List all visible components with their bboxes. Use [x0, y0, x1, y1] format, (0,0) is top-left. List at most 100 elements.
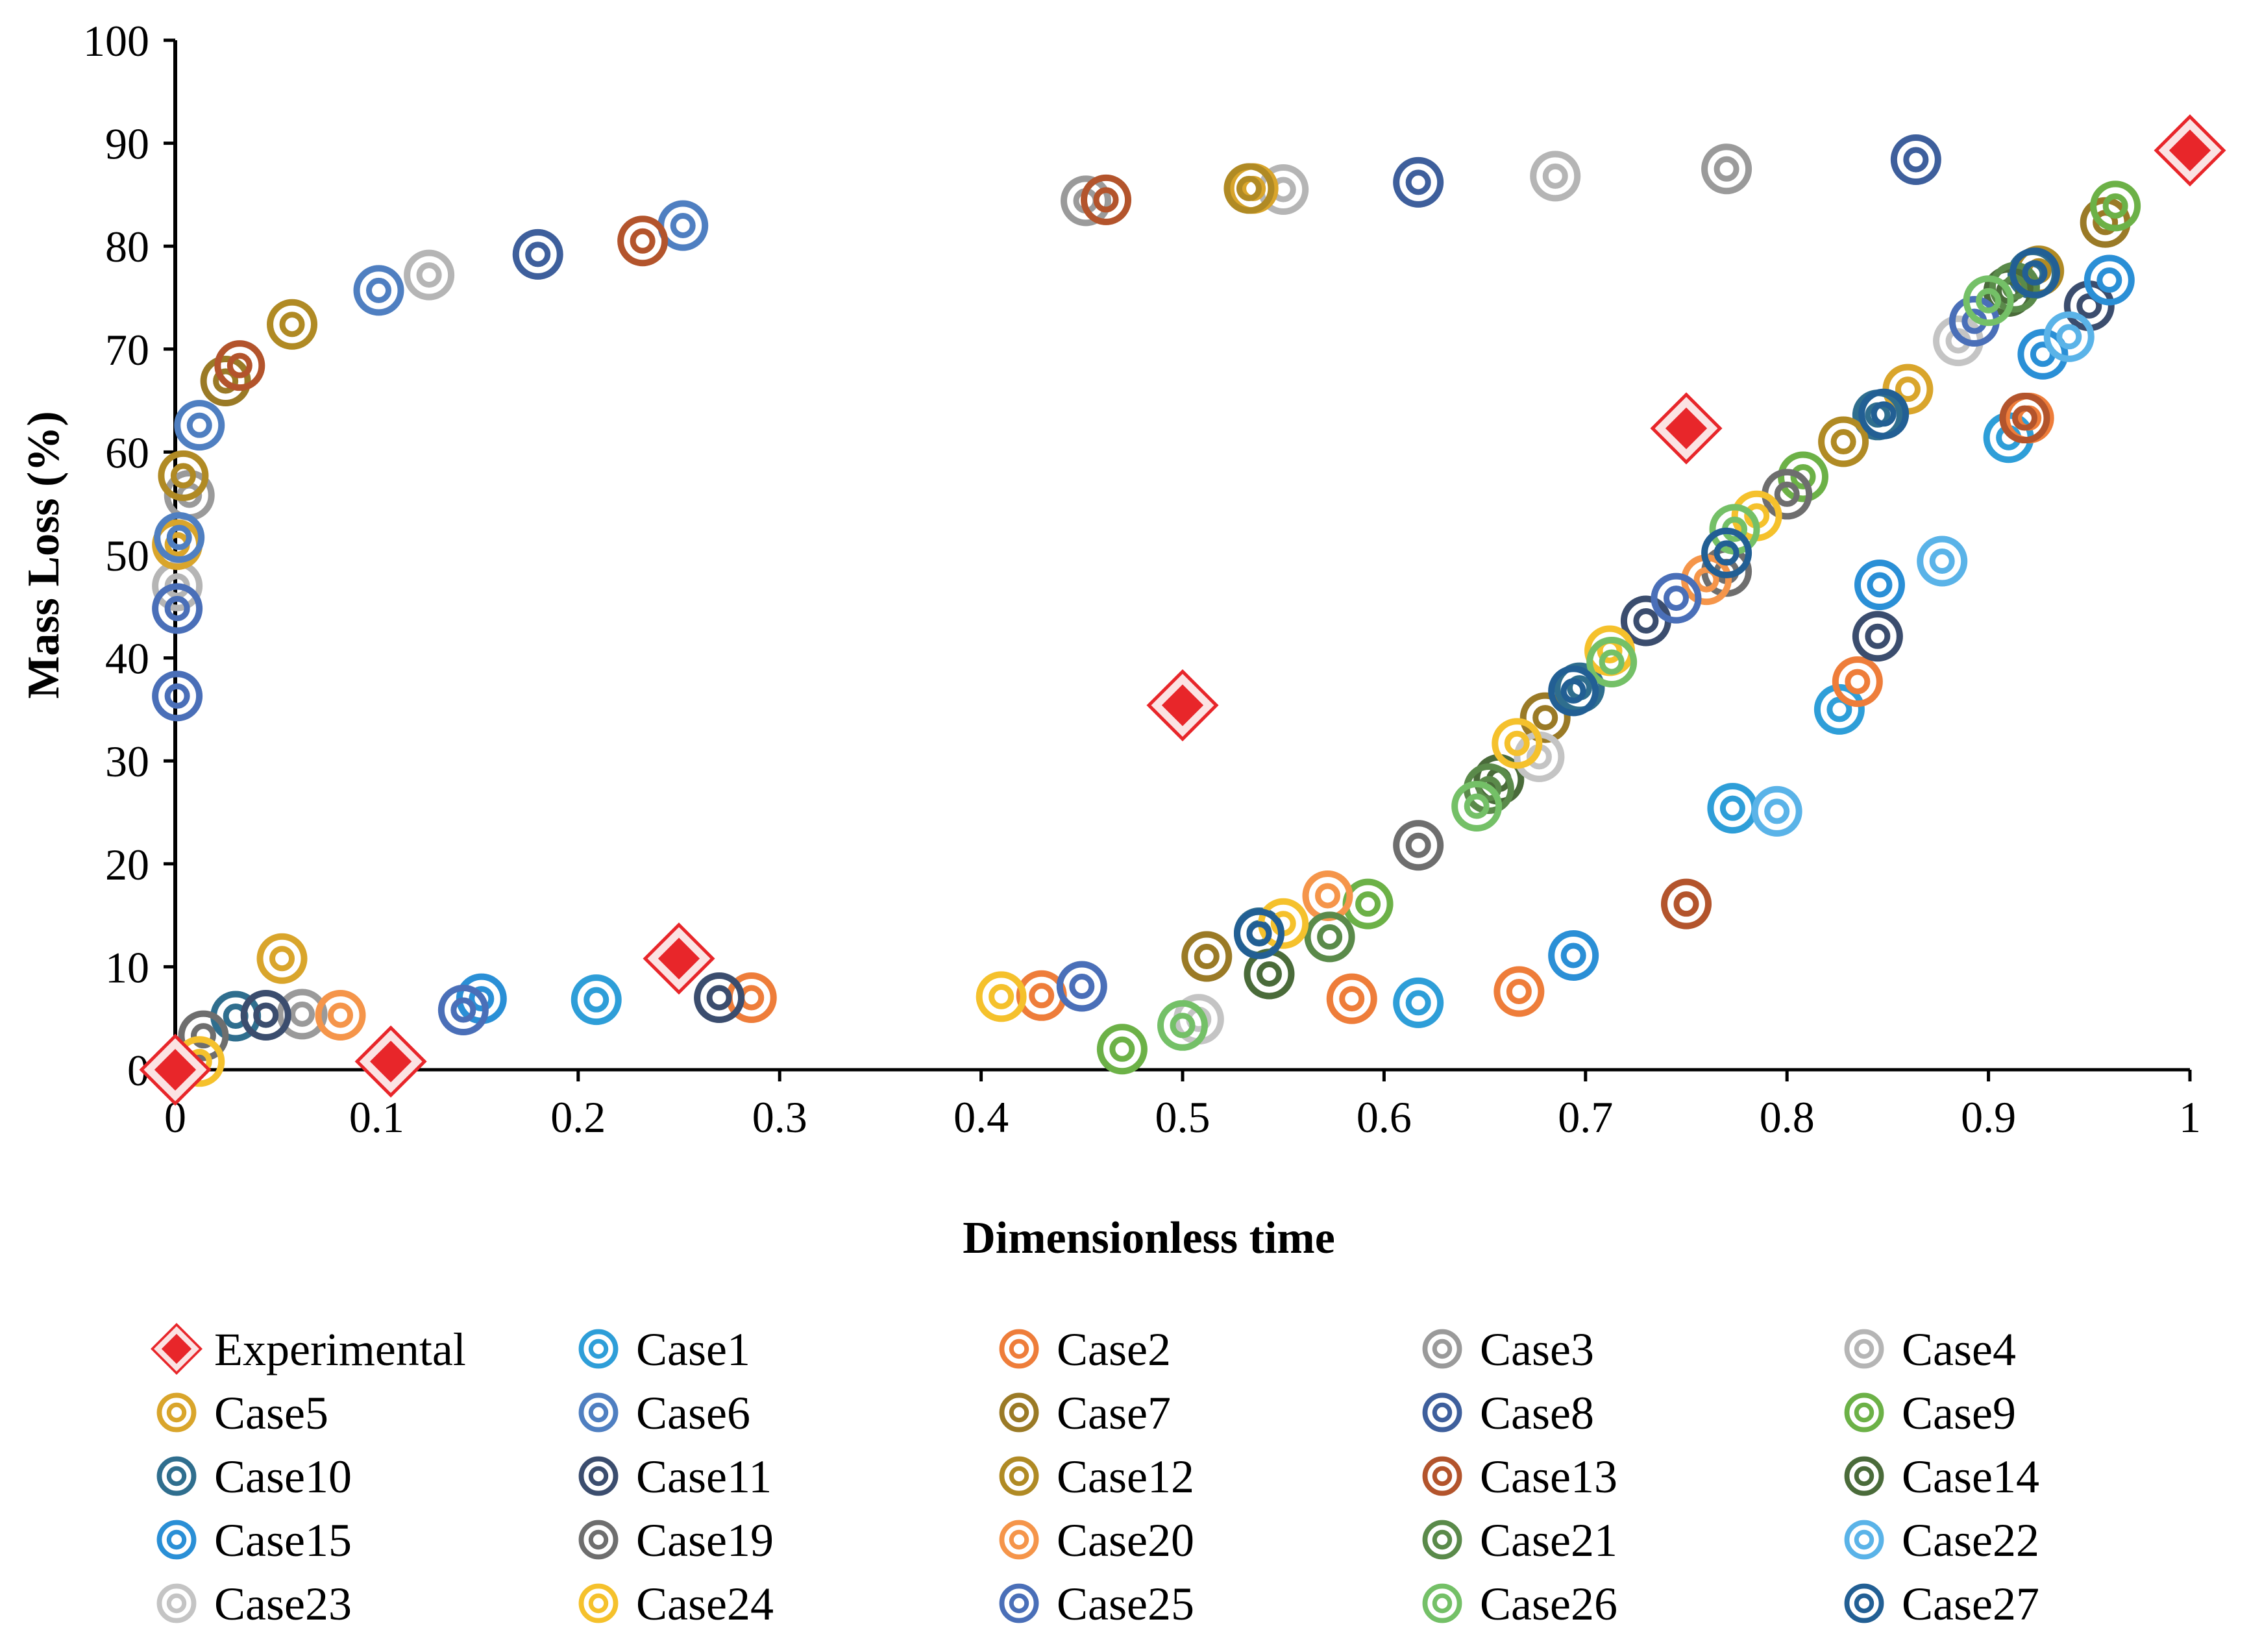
data-point: [178, 1010, 229, 1061]
legend-item-case2: Case2: [999, 1324, 1171, 1375]
data-point: [1302, 870, 1353, 921]
data-point: [1882, 364, 1934, 415]
x-tick-label: 1: [2179, 1092, 2201, 1142]
data-point: [1393, 820, 1444, 871]
series-case1: [150, 125, 2215, 1095]
legend-label: Case9: [1902, 1387, 2016, 1439]
data-point: [214, 340, 265, 391]
legend-swatch: [1422, 1520, 1462, 1560]
y-axis-title: Mass Loss (%): [19, 411, 69, 698]
x-ticks: 0 0.1 0.2 0.3 0.4 0.5 0.6 0.7 0.8 0.9 1: [164, 1070, 2201, 1142]
data-point: [1548, 930, 1599, 981]
legend-label: Case15: [214, 1514, 352, 1566]
series-case19: [150, 125, 2215, 1095]
legend-item-case6: Case6: [578, 1387, 750, 1439]
x-tick-label: 0.1: [349, 1092, 404, 1142]
data-point: [2009, 247, 2060, 299]
legend-swatch: [1422, 1583, 1462, 1623]
legend-item-case14: Case14: [1844, 1451, 2039, 1503]
series-case3: [150, 125, 2215, 1095]
legend-item-experimental: Experimental: [151, 1323, 466, 1375]
series-case26: [150, 125, 2215, 1095]
series-case2: [150, 125, 2215, 1095]
series-case14: [150, 125, 2215, 1095]
legend-label: Case7: [1057, 1387, 1171, 1439]
legend-item-case21: Case21: [1422, 1514, 1617, 1566]
data-point: [1393, 156, 1444, 208]
data-point: [1146, 669, 1219, 742]
legend-swatch: [999, 1583, 1039, 1623]
legend-swatch: [1844, 1456, 1884, 1496]
x-tick-label: 0.9: [1961, 1092, 2016, 1142]
legend-label: Case1: [636, 1324, 750, 1375]
legend-swatch: [156, 1456, 197, 1496]
data-point: [1858, 388, 1910, 439]
data-marks: [139, 114, 2226, 1106]
data-point: [1492, 718, 1543, 769]
series-case15: [150, 125, 2215, 1095]
legend-item-case4: Case4: [1844, 1324, 2016, 1375]
legend-item-case26: Case26: [1422, 1578, 1617, 1630]
data-point: [1342, 878, 1394, 930]
data-point: [1451, 780, 1503, 832]
data-point: [1650, 392, 1723, 465]
data-point: [200, 355, 251, 406]
x-tick-label: 0.3: [752, 1092, 807, 1142]
data-point: [1751, 785, 1802, 837]
legend-label: Case25: [1057, 1578, 1194, 1630]
data-point: [174, 400, 225, 451]
y-tick-label: 50: [105, 531, 149, 580]
series-case21: [150, 125, 2215, 1095]
data-point: [1661, 878, 1712, 930]
legend-item-case13: Case13: [1422, 1451, 1617, 1503]
series-case25: [150, 125, 2215, 1095]
legend-label: Case19: [636, 1514, 774, 1566]
data-point: [617, 216, 669, 267]
legend-swatch: [156, 1520, 197, 1560]
data-point: [1963, 275, 2014, 327]
y-tick-label: 80: [105, 222, 149, 271]
data-point: [354, 1025, 427, 1098]
legend-item-case10: Case10: [156, 1451, 352, 1503]
series-case9: [150, 125, 2215, 1095]
series-case11: [150, 125, 2215, 1095]
data-point: [154, 512, 205, 563]
data-point: [1707, 783, 1758, 834]
series-case24: [150, 125, 2215, 1095]
legend-label: Case20: [1057, 1514, 1194, 1566]
y-tick-label: 10: [105, 943, 149, 992]
legend-swatch: [1844, 1583, 1884, 1623]
legend-swatch: [151, 1323, 203, 1375]
data-point: [1852, 611, 1903, 662]
y-tick-label: 40: [105, 634, 149, 684]
legend-swatch: [999, 1520, 1039, 1560]
data-point: [1778, 451, 1829, 502]
data-point: [256, 933, 308, 984]
legend-swatch: [1422, 1329, 1462, 1369]
legend-label: Case21: [1480, 1514, 1617, 1566]
data-point: [1157, 1000, 1208, 1051]
data-point: [643, 922, 715, 995]
data-point: [1223, 163, 1275, 214]
y-tick-label: 30: [105, 737, 149, 786]
data-point: [240, 989, 291, 1041]
legend-item-case9: Case9: [1844, 1387, 2016, 1439]
x-tick-label: 0.5: [1155, 1092, 1211, 1142]
legend-swatch: [1422, 1392, 1462, 1433]
legend-swatch: [578, 1329, 619, 1369]
data-point: [1832, 656, 1883, 708]
data-point: [1530, 151, 1581, 202]
legend-item-case3: Case3: [1422, 1324, 1594, 1375]
data-point: [152, 583, 203, 634]
legend-item-case5: Case5: [156, 1387, 328, 1439]
series-case7: [150, 125, 2215, 1095]
legend: Experimental Case1 Case2 Case3 Case4 Case5 Cas…: [151, 1323, 2039, 1630]
x-tick-label: 0.2: [550, 1092, 606, 1142]
series-case5: [150, 125, 2215, 1095]
legend-label: Case3: [1480, 1324, 1594, 1375]
data-point: [1304, 911, 1355, 963]
data-point: [571, 974, 622, 1026]
